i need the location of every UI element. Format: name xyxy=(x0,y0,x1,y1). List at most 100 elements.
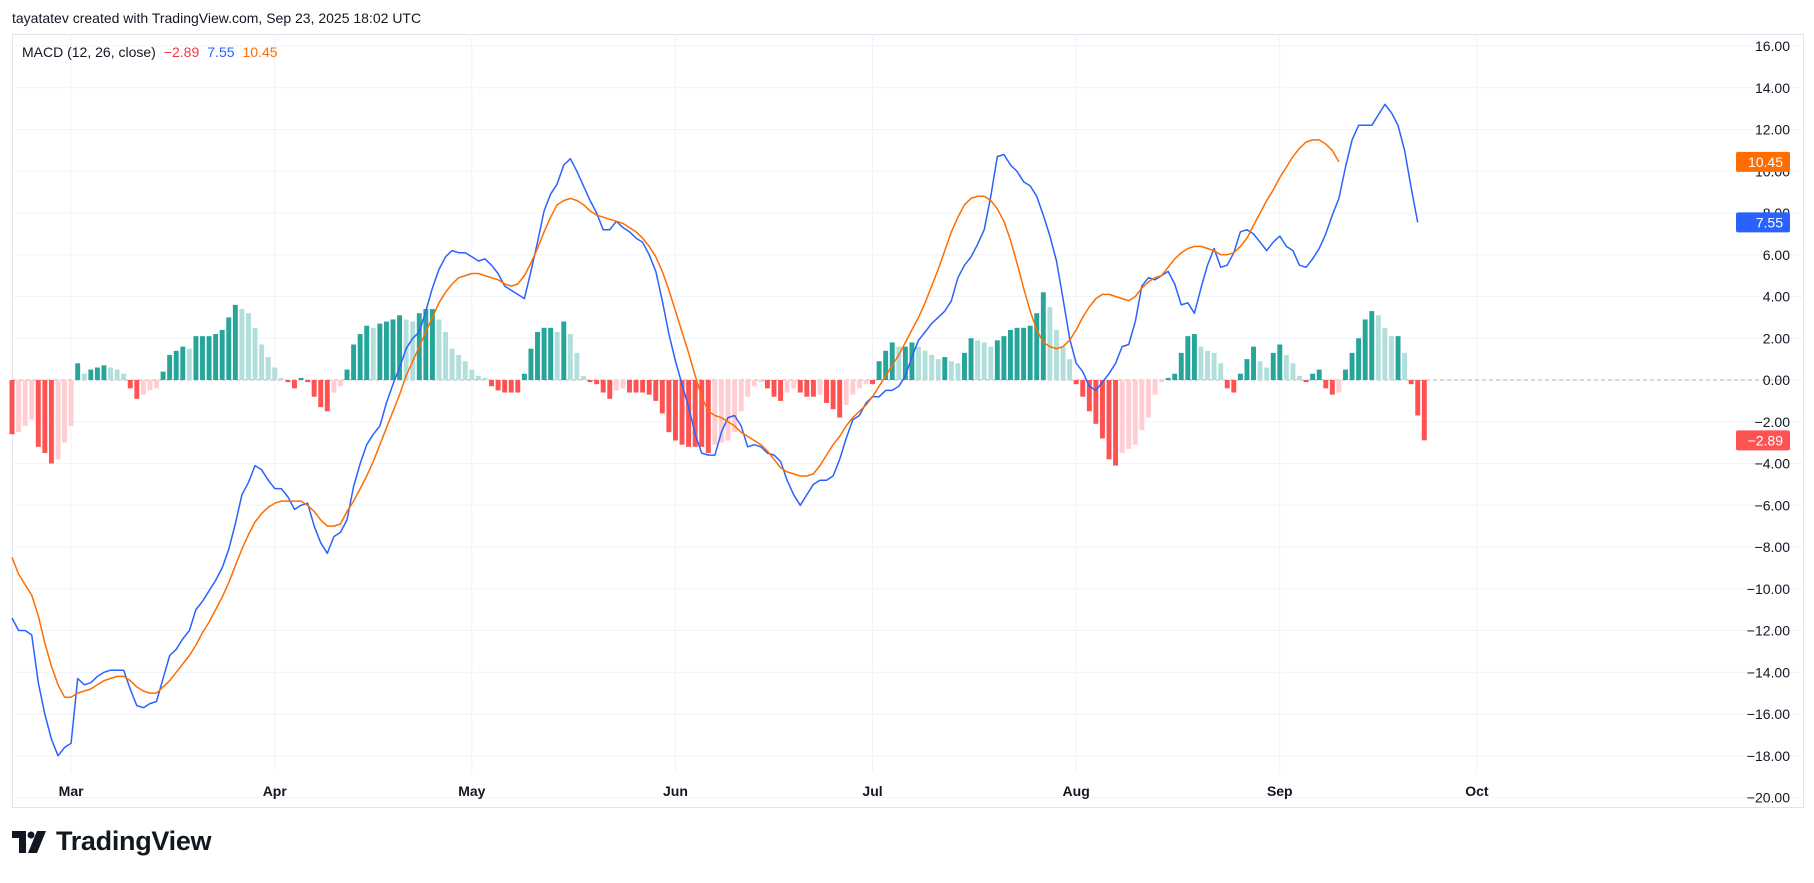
histogram-bar xyxy=(436,319,442,380)
histogram-bar xyxy=(1303,380,1309,383)
histogram-bar xyxy=(16,380,22,433)
histogram-bar xyxy=(948,361,954,380)
histogram-bar xyxy=(889,342,895,380)
histogram-bar xyxy=(324,380,330,412)
histogram-bar xyxy=(272,367,278,380)
histogram-bar xyxy=(377,323,383,380)
y-tick-label: −10.00 xyxy=(1747,581,1790,597)
histogram-bar xyxy=(732,380,738,433)
histogram-bar xyxy=(837,380,843,418)
histogram-bar xyxy=(167,354,173,380)
histogram-bar xyxy=(180,346,186,380)
histogram-bar xyxy=(213,334,219,380)
histogram-bar xyxy=(252,327,258,380)
y-tick-label: 2.00 xyxy=(1763,330,1790,346)
histogram-bar xyxy=(226,317,232,380)
histogram-bar xyxy=(797,380,803,393)
histogram-bar xyxy=(278,377,284,380)
histogram-bar xyxy=(883,350,889,380)
histogram-bar xyxy=(62,380,68,443)
histogram-bar xyxy=(108,367,113,380)
histogram-bar xyxy=(1198,346,1204,380)
histogram-bar xyxy=(1113,380,1119,466)
histogram-bar xyxy=(134,380,140,399)
histogram-bar xyxy=(397,315,403,380)
histogram-bar xyxy=(1073,380,1079,385)
histogram-value: −2.89 xyxy=(163,44,200,60)
histogram-bar xyxy=(311,380,317,397)
histogram-bar xyxy=(548,327,554,380)
histogram-bar xyxy=(863,380,869,385)
histogram-bar xyxy=(127,380,133,389)
histogram-bar xyxy=(1152,380,1158,395)
histogram-bar xyxy=(830,380,836,410)
histogram-bar xyxy=(246,313,251,380)
histogram-bar xyxy=(1329,380,1335,395)
histogram-bar xyxy=(1408,380,1414,385)
histogram-bar xyxy=(370,327,376,380)
histogram-bar xyxy=(1244,359,1250,380)
x-tick-label: May xyxy=(458,783,485,799)
histogram-price-badge-text: −2.89 xyxy=(1748,432,1784,448)
histogram-bar xyxy=(1040,292,1046,380)
histogram-bar xyxy=(876,361,882,380)
tradingview-logo[interactable]: TradingView xyxy=(12,826,212,857)
histogram-bar xyxy=(443,331,449,380)
y-tick-label: −16.00 xyxy=(1747,706,1790,722)
histogram-bar xyxy=(567,334,573,380)
x-tick-label: Sep xyxy=(1267,783,1293,799)
histogram-bar xyxy=(962,352,967,380)
indicator-legend[interactable]: MACD (12, 26, close) −2.89 7.55 10.45 xyxy=(22,44,278,60)
histogram-bar xyxy=(140,380,146,395)
y-tick-label: −18.00 xyxy=(1747,748,1790,764)
indicator-name[interactable]: MACD (12, 26, close) xyxy=(22,44,156,60)
histogram-bar xyxy=(850,380,856,395)
histogram-bar xyxy=(1139,380,1145,431)
histogram-bar xyxy=(1382,327,1388,380)
y-tick-label: −20.00 xyxy=(1747,790,1790,806)
histogram-bar xyxy=(778,380,784,401)
signal-line[interactable] xyxy=(11,139,1340,699)
histogram-bar xyxy=(429,309,435,380)
histogram-bar xyxy=(154,380,159,389)
histogram-bar xyxy=(1132,380,1138,445)
histogram-bar xyxy=(554,331,560,380)
macd-line[interactable] xyxy=(11,103,1419,757)
histogram-bar xyxy=(1086,380,1092,412)
histogram-bar xyxy=(1356,338,1362,380)
histogram-bar xyxy=(817,380,823,395)
histogram-bar xyxy=(679,380,685,445)
histogram-bar xyxy=(725,380,731,441)
histogram-bar xyxy=(88,369,94,380)
histogram-bar xyxy=(1336,380,1342,393)
histogram-bar xyxy=(968,338,974,380)
histogram-bar xyxy=(383,321,389,380)
attribution-text: tayatatev created with TradingView.com, … xyxy=(12,10,422,26)
histogram-bar xyxy=(55,380,61,460)
histogram-bar xyxy=(101,365,107,380)
histogram-bar xyxy=(594,380,600,385)
histogram-bar xyxy=(462,361,468,380)
y-tick-label: −8.00 xyxy=(1755,539,1791,555)
histogram-bar xyxy=(423,309,429,380)
histogram-bar xyxy=(627,380,632,393)
histogram-bar xyxy=(291,380,297,389)
histogram-bar xyxy=(114,369,120,380)
histogram-bar xyxy=(94,367,100,380)
histogram-bar xyxy=(502,380,508,393)
histogram-bar xyxy=(1159,380,1165,383)
y-tick-label: 6.00 xyxy=(1763,247,1790,263)
histogram-bar xyxy=(751,380,757,387)
histogram-bar xyxy=(1218,363,1224,380)
histogram-bar xyxy=(48,380,54,464)
macd-price-badge-text: 7.55 xyxy=(1756,214,1783,230)
histogram-bar xyxy=(640,380,646,393)
histogram-bar xyxy=(482,377,488,380)
histogram-bar xyxy=(1231,380,1237,393)
histogram-bar xyxy=(620,380,626,389)
histogram-bar xyxy=(712,380,718,445)
histogram-bar xyxy=(771,380,777,397)
y-tick-label: −4.00 xyxy=(1755,456,1791,472)
histogram-bar xyxy=(42,380,48,454)
